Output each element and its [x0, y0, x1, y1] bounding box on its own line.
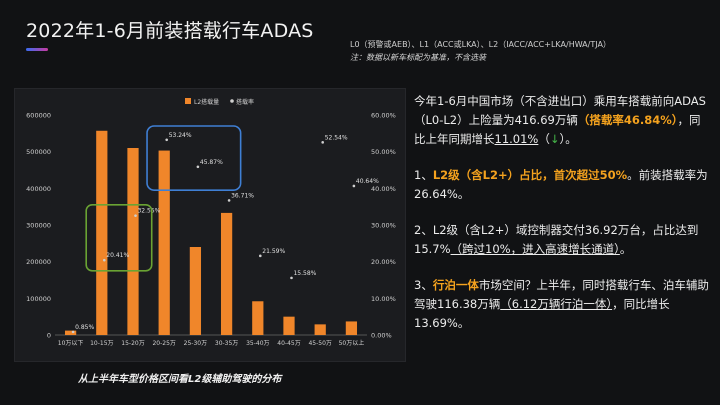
overview-paren-close: ）。 [559, 132, 577, 146]
parking-note: （6.12万辆行泊一体） [500, 297, 613, 311]
overview-text: 今年1-6月中国市场（不含进出口）乘用车搭载前向ADAS（L0-L2）上险量为4… [414, 94, 706, 127]
bar-l2-volume [220, 212, 233, 335]
y-left-tick-label: 600000 [26, 112, 51, 120]
title-accent-bar [26, 48, 48, 51]
x-tick-label: 25-30万 [184, 340, 207, 347]
bar-l2-volume [189, 247, 202, 335]
x-tick-label: 35-40万 [246, 340, 269, 347]
y-right-tick-label: 60.00% [371, 112, 396, 120]
summary-text: 今年1-6月中国市场（不含进出口）乘用车搭载前向ADAS（L0-L2）上险量为4… [414, 92, 710, 350]
x-tick-label: 10万以下 [58, 340, 84, 347]
y-left-tick-label: 300000 [26, 222, 51, 230]
rate-label: 45.87% [200, 159, 223, 166]
bar-l2-volume [345, 321, 358, 335]
legend-rate-swatch [230, 99, 234, 103]
paragraph-parking: 3、行泊一体市场空间？上半年，同时搭载行车、泊车辅助驾驶116.38万辆（6.1… [414, 276, 710, 333]
bar-l2-volume [96, 130, 108, 335]
note-line: 注：数据以新车标配为基准，不含选装 [350, 53, 486, 62]
y-left-tick-label: 400000 [26, 185, 51, 193]
x-tick-label: 45-50万 [308, 340, 331, 347]
rate-label: 20.41% [106, 252, 129, 259]
domain-controller-text: 2、L2级（含L2+）域控制器交付36.92万台，占比达到15.7% [414, 223, 699, 256]
rate-point [165, 138, 168, 142]
paragraph-l2-share: 1、L2级（含L2+）占比，首次超过50%。前装搭载率为26.64%。 [414, 166, 710, 204]
paragraph-domain-controller: 2、L2级（含L2+）域控制器交付36.92万台，占比达到15.7%（跨过10%… [414, 221, 710, 259]
x-tick-label: 50万以上 [339, 339, 365, 347]
legend-rate-label: 搭载率 [236, 98, 254, 106]
y-left-tick-label: 0 [47, 332, 51, 340]
bar-l2-volume [127, 148, 139, 335]
point-number: 3、 [414, 278, 433, 292]
y-right-tick-label: 20.00% [371, 258, 396, 266]
legend-bar-swatch [185, 98, 191, 104]
point-number: 1、 [414, 168, 433, 182]
legend-bar-label: L2搭载量 [194, 98, 219, 106]
rate-label: 32.55% [137, 208, 160, 215]
rate-point [321, 141, 324, 144]
highlight-box-green [85, 204, 153, 272]
parking-highlight: 行泊一体 [432, 278, 479, 292]
x-tick-label: 15-20万 [121, 340, 144, 347]
parking-growth: ，同比增长13.69%。 [414, 297, 670, 330]
x-tick-label: 40-45万 [277, 340, 300, 347]
domain-controller-note: （跨过10%，进入高速增长通道） [450, 242, 620, 256]
bar-l2-volume [283, 316, 295, 335]
rate-label: 52.54% [325, 134, 348, 141]
rate-point [258, 254, 262, 258]
y-left-tick-label: 100000 [26, 295, 51, 303]
y-right-tick-label: 10.00% [371, 295, 396, 303]
y-right-tick-label: 50.00% [371, 148, 396, 156]
rate-point [352, 184, 356, 188]
y-left-tick-label: 500000 [26, 148, 51, 156]
parking-text: 市场空间？上半年，同时搭载行车、泊车辅助驾驶116.38万辆 [414, 278, 709, 311]
overview-paren-open: （ [538, 132, 550, 146]
l2-share-highlight: L2级（含L2+）占比，首次超过50% [432, 168, 628, 182]
rate-point [134, 214, 137, 217]
down-arrow-icon: ↓ [549, 132, 560, 146]
level-definitions: L0（预警或AEB）、L1（ACC或LKA）、L2（IACC/ACC+LKA/H… [350, 38, 611, 64]
bar-l2-volume [252, 301, 264, 335]
domain-controller-end: 。 [619, 242, 632, 256]
rate-label: 15.58% [293, 270, 316, 277]
rate-label: 0.85% [75, 324, 94, 331]
y-left-tick-label: 200000 [26, 258, 51, 266]
rate-point [227, 199, 231, 202]
y-right-tick-label: 0.00% [371, 332, 392, 340]
y-right-tick-label: 30.00% [371, 222, 396, 230]
rate-label: 21.59% [262, 248, 285, 255]
chart-caption: 从上半年车型价格区间看L2级辅助驾驶的分布 [78, 374, 282, 385]
overview-rate: （搭载率46.84%） [577, 113, 678, 127]
highlight-box-blue [146, 125, 242, 191]
bar-l2-volume [314, 324, 326, 335]
overview-growth-label: ，同比上年同期增长 [414, 113, 701, 146]
bar-l2-volume [64, 330, 77, 335]
rate-point [71, 330, 75, 334]
rate-label: 53.24% [169, 132, 192, 139]
x-tick-label: 20-25万 [152, 340, 175, 347]
chart-panel: 0 100000 200000 300000 400000 500000 600000 0.0… [14, 88, 406, 362]
l2-share-text: 。前装搭载率为26.64%。 [414, 168, 708, 201]
rate-point [290, 276, 293, 280]
rate-point [196, 165, 200, 169]
y-right-tick-label: 40.00% [371, 185, 396, 193]
rate-label: 36.71% [231, 192, 254, 199]
overview-growth-value: 11.01% [494, 132, 539, 146]
paragraph-overview: 今年1-6月中国市场（不含进出口）乘用车搭载前向ADAS（L0-L2）上险量为4… [414, 92, 710, 149]
page-title: 2022年1-6月前装搭载行车ADAS [26, 20, 314, 42]
bar-l2-volume [158, 150, 170, 335]
price-range-bar-chart: 0 100000 200000 300000 400000 500000 600000 0.0… [26, 98, 396, 347]
rate-label: 40.64% [356, 178, 379, 185]
levels-line: L0（预警或AEB）、L1（ACC或LKA）、L2（IACC/ACC+LKA/H… [350, 40, 611, 49]
rate-point [102, 258, 106, 262]
x-tick-label: 30-35万 [215, 340, 238, 347]
x-tick-label: 10-15万 [90, 340, 113, 347]
